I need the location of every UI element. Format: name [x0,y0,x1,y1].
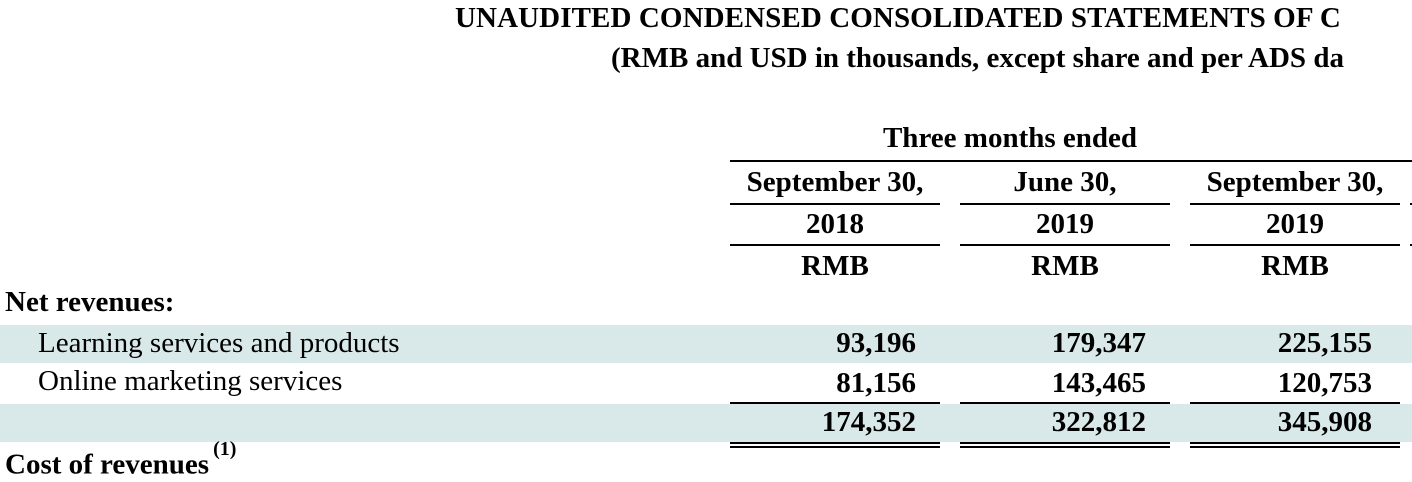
column-header-date: September 30, [1206,166,1384,198]
subtotal-row: 174,352 322,812 345,908 [0,404,1412,442]
row-label: Online marketing services [38,365,343,397]
column-header-rule [1190,203,1400,205]
column-header-currency: RMB [1261,250,1329,282]
period-header-label: Three months ended [882,122,1138,154]
column-header-date: June 30, [1013,166,1117,198]
row-value: 179,347 [1051,327,1146,359]
total-double-rule [730,446,940,448]
column-header-year: 2019 [1036,208,1094,240]
column-header-currency: RMB [1031,250,1099,282]
column-header-rule [960,203,1170,205]
column-header-rule [730,244,940,246]
subtotal-rule [1190,402,1400,404]
footnote-marker: (1) [213,438,237,460]
row-value: 345,908 [1277,406,1372,438]
row-value: 225,155 [1277,327,1372,359]
column-header-rule [960,244,1170,246]
column-header-rule [730,203,940,205]
total-double-rule [960,442,1170,444]
statement-title: UNAUDITED CONDENSED CONSOLIDATED STATEME… [455,2,1341,34]
section-label-net-revenues: Net revenues: [5,286,175,318]
table-row: Learning services and products 93,196 17… [0,325,1412,363]
row-value: 174,352 [821,406,916,438]
column-header-currency: RMB [801,250,869,282]
total-double-rule [730,442,940,444]
cost-of-revenues-text: Cost of revenues [5,448,210,481]
total-double-rule [1190,442,1400,444]
subtotal-rule [960,402,1170,404]
subtotal-rule [730,402,940,404]
total-double-rule [960,446,1170,448]
row-label: Learning services and products [38,327,400,359]
column-header-year: 2019 [1266,208,1324,240]
column-header-date: September 30, [746,166,924,198]
period-header: Three months ended [730,120,1412,162]
row-value: 93,196 [836,327,916,359]
column-header-rule [1410,203,1412,205]
row-value: 81,156 [836,367,916,399]
total-double-rule [1190,446,1400,448]
row-value: 143,465 [1051,367,1146,399]
column-header-rule [1190,244,1400,246]
column-header-rule [1410,244,1412,246]
column-header-year: 2018 [806,208,864,240]
row-value: 120,753 [1277,367,1372,399]
row-value: 322,812 [1051,406,1146,438]
statement-subtitle: (RMB and USD in thousands, except share … [611,42,1344,74]
table-row: Online marketing services 81,156 143,465… [0,363,1412,403]
